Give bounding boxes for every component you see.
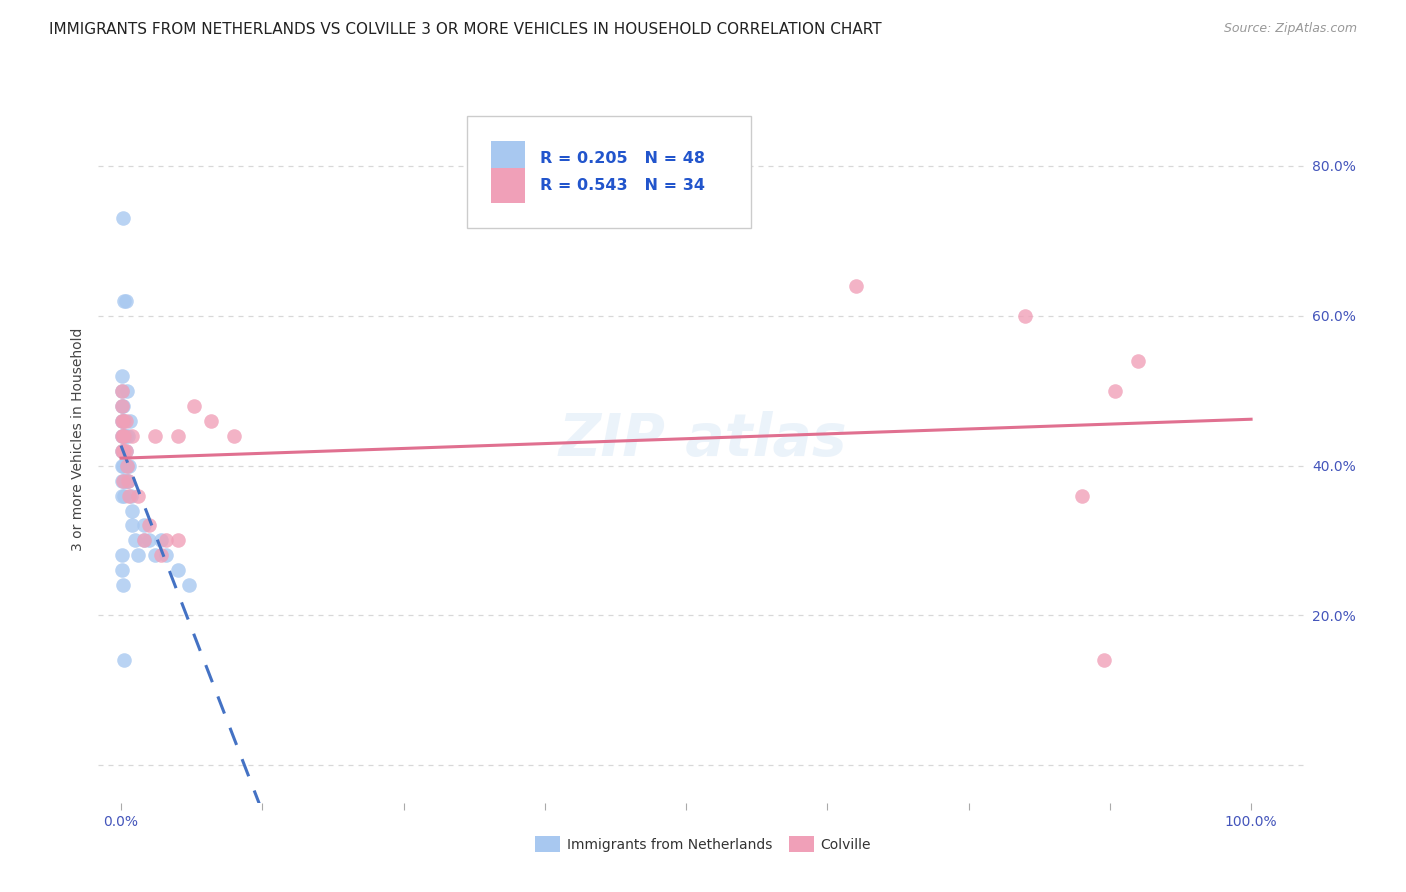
Point bbox=[115, 474, 138, 488]
Point bbox=[112, 428, 135, 442]
Point bbox=[845, 278, 868, 293]
Point bbox=[112, 474, 135, 488]
Point bbox=[138, 518, 160, 533]
Point bbox=[112, 413, 135, 427]
Point bbox=[149, 549, 172, 563]
FancyBboxPatch shape bbox=[492, 141, 526, 176]
Point bbox=[111, 384, 134, 398]
Point bbox=[143, 428, 166, 442]
Point bbox=[117, 474, 139, 488]
Point bbox=[112, 211, 135, 226]
Point bbox=[112, 428, 135, 442]
Point bbox=[127, 489, 149, 503]
Point bbox=[124, 533, 146, 548]
Point bbox=[112, 413, 135, 427]
Point bbox=[111, 368, 134, 383]
Point bbox=[112, 428, 135, 442]
Point bbox=[112, 489, 135, 503]
Point bbox=[112, 474, 135, 488]
Point bbox=[111, 413, 134, 427]
Point bbox=[117, 428, 139, 442]
Point bbox=[132, 533, 155, 548]
Point bbox=[112, 458, 135, 473]
Legend: Immigrants from Netherlands, Colville: Immigrants from Netherlands, Colville bbox=[529, 830, 877, 857]
Point bbox=[114, 293, 136, 308]
Point bbox=[121, 428, 143, 442]
Point bbox=[114, 443, 136, 458]
Point bbox=[155, 549, 177, 563]
Point bbox=[111, 428, 134, 442]
Point bbox=[114, 443, 136, 458]
Point bbox=[143, 549, 166, 563]
Point bbox=[112, 443, 135, 458]
Point bbox=[111, 489, 134, 503]
Point bbox=[183, 399, 205, 413]
Point bbox=[1104, 384, 1126, 398]
Point bbox=[112, 578, 135, 592]
Point bbox=[111, 564, 134, 578]
Point bbox=[112, 413, 135, 427]
Point bbox=[120, 489, 142, 503]
Point bbox=[166, 428, 188, 442]
Text: IMMIGRANTS FROM NETHERLANDS VS COLVILLE 3 OR MORE VEHICLES IN HOUSEHOLD CORRELAT: IMMIGRANTS FROM NETHERLANDS VS COLVILLE … bbox=[49, 22, 882, 37]
Point bbox=[121, 503, 143, 517]
Point bbox=[121, 518, 143, 533]
FancyBboxPatch shape bbox=[492, 169, 526, 203]
Point bbox=[112, 443, 135, 458]
Point bbox=[115, 384, 138, 398]
Point bbox=[166, 533, 188, 548]
Point bbox=[127, 549, 149, 563]
Point bbox=[111, 399, 134, 413]
Point bbox=[120, 413, 142, 427]
Point bbox=[1014, 309, 1036, 323]
Point bbox=[1126, 353, 1149, 368]
Point bbox=[111, 474, 134, 488]
Text: ZIP atlas: ZIP atlas bbox=[558, 411, 848, 467]
Point bbox=[155, 533, 177, 548]
Point bbox=[132, 533, 155, 548]
Text: R = 0.543   N = 34: R = 0.543 N = 34 bbox=[540, 178, 704, 193]
Point bbox=[115, 458, 138, 473]
Point bbox=[111, 413, 134, 427]
Point bbox=[111, 384, 134, 398]
Point bbox=[118, 489, 141, 503]
Point bbox=[111, 428, 134, 442]
Point bbox=[200, 413, 222, 427]
Point bbox=[112, 293, 135, 308]
Point bbox=[112, 443, 135, 458]
Point bbox=[222, 428, 245, 442]
Point bbox=[112, 399, 135, 413]
Point bbox=[111, 443, 134, 458]
Point bbox=[115, 458, 138, 473]
Point bbox=[132, 518, 155, 533]
Point bbox=[111, 399, 134, 413]
Text: Source: ZipAtlas.com: Source: ZipAtlas.com bbox=[1223, 22, 1357, 36]
Text: R = 0.205   N = 48: R = 0.205 N = 48 bbox=[540, 152, 704, 166]
Point bbox=[112, 428, 135, 442]
Point bbox=[111, 443, 134, 458]
Point bbox=[112, 653, 135, 667]
Point bbox=[111, 458, 134, 473]
Y-axis label: 3 or more Vehicles in Household: 3 or more Vehicles in Household bbox=[72, 327, 86, 551]
Point bbox=[114, 474, 136, 488]
FancyBboxPatch shape bbox=[467, 116, 751, 228]
Point bbox=[114, 413, 136, 427]
Point bbox=[1070, 489, 1092, 503]
Point bbox=[1092, 653, 1115, 667]
Point bbox=[149, 533, 172, 548]
Point bbox=[114, 428, 136, 442]
Point bbox=[117, 474, 139, 488]
Point bbox=[166, 564, 188, 578]
Point bbox=[177, 578, 200, 592]
Point bbox=[111, 549, 134, 563]
Point bbox=[118, 458, 141, 473]
Point bbox=[138, 533, 160, 548]
